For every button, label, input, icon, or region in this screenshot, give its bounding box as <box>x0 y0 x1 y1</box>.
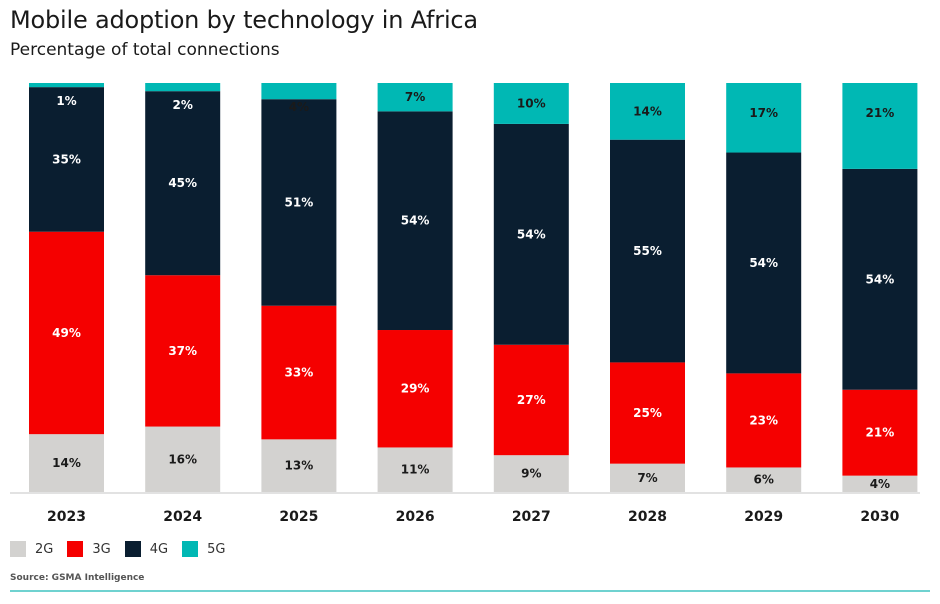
data-label-4g-2024: 45% <box>168 176 197 190</box>
legend: 2G 3G 4G 5G <box>10 541 239 557</box>
data-label-2g-2030: 4% <box>870 477 890 491</box>
data-label-2g-2029: 6% <box>754 473 774 487</box>
bar-segment-2g-2024 <box>145 426 221 492</box>
legend-swatch-5g <box>182 541 199 557</box>
bar-segment-2g-2023 <box>29 434 104 492</box>
x-tick-label-2027: 2027 <box>512 509 551 525</box>
bar-segment-4g-2030 <box>842 168 918 390</box>
chart-subtitle: Percentage of total connections <box>10 40 280 60</box>
data-label-5g-2030: 21% <box>866 106 895 120</box>
bar-segment-3g-2024 <box>145 275 221 427</box>
data-label-4g-2029: 54% <box>749 256 778 270</box>
bar-segment-3g-2023 <box>29 231 104 435</box>
data-label-5g-2024: 2% <box>173 98 193 112</box>
data-label-2g-2026: 11% <box>401 463 430 477</box>
bar-segment-4g-2025 <box>261 99 337 306</box>
data-label-3g-2023: 49% <box>52 326 81 340</box>
bar-segment-5g-2023 <box>29 83 104 88</box>
data-label-4g-2030: 54% <box>866 272 895 286</box>
bar-segment-3g-2030 <box>842 389 918 476</box>
data-label-4g-2028: 55% <box>633 244 662 258</box>
bar-segment-5g-2025 <box>261 83 337 100</box>
x-tick-label-2030: 2030 <box>860 509 899 525</box>
data-label-4g-2023: 35% <box>52 152 81 166</box>
x-tick-label-2024: 2024 <box>163 509 202 525</box>
data-label-2g-2027: 9% <box>521 467 541 481</box>
data-label-5g-2029: 17% <box>749 106 778 120</box>
bar-segment-3g-2028 <box>610 362 685 464</box>
bar-segment-5g-2030 <box>842 83 918 169</box>
bar-segment-3g-2027 <box>493 344 569 456</box>
bar-segment-4g-2029 <box>726 152 802 374</box>
data-label-2g-2023: 14% <box>52 456 81 470</box>
bar-segment-4g-2028 <box>610 139 685 363</box>
legend-item-2g: 2G <box>10 541 53 557</box>
bar-segment-2g-2025 <box>261 439 337 492</box>
legend-label-4g: 4G <box>149 541 169 557</box>
legend-item-3g: 3G <box>67 541 111 557</box>
bar-segment-4g-2024 <box>145 91 221 276</box>
source-note: Source: GSMA Intelligence <box>10 573 145 583</box>
data-label-4g-2026: 54% <box>401 214 430 228</box>
x-tick-label-2025: 2025 <box>279 509 318 525</box>
data-label-5g-2027: 10% <box>517 96 546 110</box>
x-tick-label-2026: 2026 <box>396 509 435 525</box>
legend-label-3g: 3G <box>92 541 111 557</box>
data-label-2g-2025: 13% <box>285 459 314 473</box>
x-tick-label-2023: 2023 <box>47 509 86 525</box>
data-label-3g-2030: 21% <box>866 426 895 440</box>
legend-label-5g: 5G <box>207 541 226 557</box>
data-label-5g-2028: 14% <box>633 104 662 118</box>
bar-segment-2g-2026 <box>377 447 453 492</box>
bar-segment-3g-2029 <box>726 373 802 468</box>
bar-segment-5g-2029 <box>726 83 802 153</box>
bar-segment-4g-2026 <box>377 111 453 331</box>
data-label-3g-2029: 23% <box>749 413 778 427</box>
chart-title: Mobile adoption by technology in Africa <box>10 6 478 34</box>
bar-segment-4g-2027 <box>493 123 569 345</box>
data-label-3g-2027: 27% <box>517 393 546 407</box>
data-label-3g-2025: 33% <box>285 366 314 380</box>
bar-segment-5g-2027 <box>493 83 569 124</box>
bars-group: 14% 49% 35% 1% 16% 37% 45% 2% 13% 33% 51% 4% 11% 29% 5… <box>29 83 918 492</box>
bar-segment-2g-2030 <box>842 475 918 492</box>
legend-label-2g: 2G <box>35 541 54 557</box>
legend-item-4g: 4G <box>124 541 169 557</box>
bar-segment-2g-2027 <box>493 455 569 492</box>
data-label-4g-2025: 51% <box>285 195 314 209</box>
legend-swatch-3g <box>67 541 84 557</box>
x-axis-labels: 2023 2024 2025 2026 2027 2028 2029 2030 <box>47 509 900 525</box>
data-label-3g-2026: 29% <box>401 382 430 396</box>
data-label-2g-2028: 7% <box>637 471 657 485</box>
data-label-5g-2023: 1% <box>56 94 76 108</box>
x-tick-label-2029: 2029 <box>744 509 783 525</box>
bar-segment-5g-2028 <box>610 83 685 140</box>
legend-swatch-4g <box>124 541 141 557</box>
legend-swatch-2g <box>10 541 26 557</box>
bar-segment-3g-2026 <box>377 330 453 448</box>
stacked-bar-chart: 14% 49% 35% 1% 16% 37% 45% 2% 13% 33% 51% 4% 11% 29% 5… <box>10 83 920 525</box>
bar-segment-5g-2024 <box>145 83 221 92</box>
footer-rule <box>10 590 930 592</box>
bar-segment-2g-2028 <box>610 463 685 492</box>
data-label-5g-2025: 4% <box>289 100 309 114</box>
bar-segment-5g-2026 <box>377 83 453 112</box>
data-label-2g-2024: 16% <box>168 452 197 466</box>
bar-segment-3g-2025 <box>261 305 337 440</box>
x-tick-label-2028: 2028 <box>628 509 667 525</box>
data-label-3g-2028: 25% <box>633 406 662 420</box>
data-label-4g-2027: 54% <box>517 227 546 241</box>
data-label-5g-2026: 7% <box>405 90 425 104</box>
bar-segment-2g-2029 <box>726 467 802 492</box>
bar-segment-4g-2023 <box>29 87 104 232</box>
legend-item-5g: 5G <box>182 541 225 557</box>
data-label-3g-2024: 37% <box>168 344 197 358</box>
